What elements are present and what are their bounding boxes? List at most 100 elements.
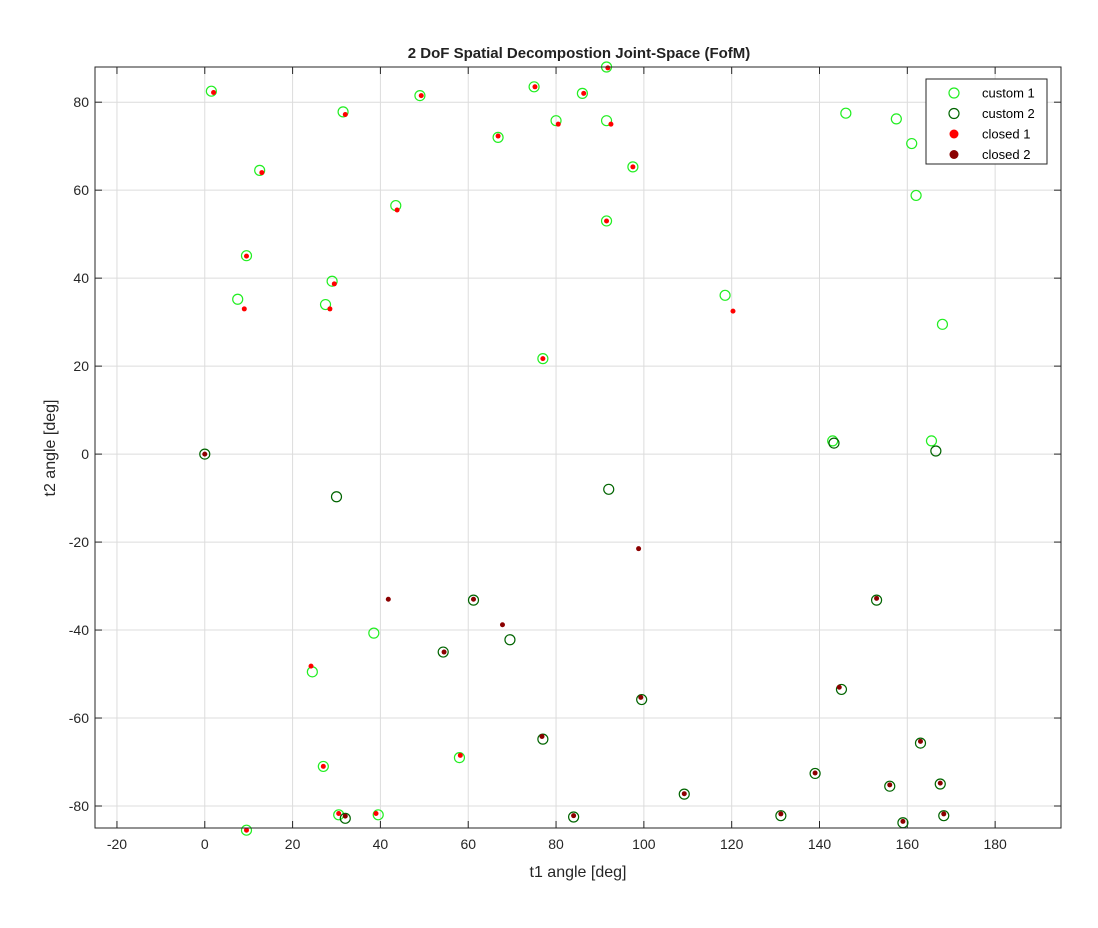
data-point: [938, 810, 950, 822]
data-point: [636, 693, 648, 706]
data-point: [254, 164, 266, 176]
x-tick-label: 180: [983, 836, 1007, 852]
data-point: [678, 788, 690, 800]
data-point: [827, 435, 839, 447]
data-point: [537, 353, 549, 365]
data-point: [835, 683, 848, 696]
data-point: [917, 738, 923, 744]
legend-label: closed 2: [982, 147, 1030, 162]
axes-background: [95, 67, 1061, 828]
data-point: [337, 106, 349, 118]
data-point: [925, 435, 938, 447]
legend-entry: closed 2: [949, 147, 1030, 162]
data-point: [537, 733, 549, 745]
data-point: [240, 250, 253, 262]
y-axis-ticks: -80 -60 -40 -20 0 20 40 60 80: [69, 94, 1061, 814]
series-4: [202, 451, 947, 824]
data-point: [812, 770, 818, 776]
data-point: [532, 84, 538, 90]
data-points: [199, 61, 950, 836]
data-point: [330, 491, 343, 503]
data-point: [576, 87, 588, 99]
data-point: [342, 813, 348, 819]
legend: custom 1 custom 2 closed 1 closed 2: [925, 78, 1048, 165]
data-point: [394, 207, 400, 213]
data-point: [339, 812, 351, 824]
data-point: [730, 308, 736, 314]
data-point: [840, 107, 852, 119]
data-point: [605, 65, 611, 71]
data-point: [555, 121, 561, 127]
y-tick-label: 80: [73, 94, 89, 110]
data-point: [202, 451, 208, 457]
data-point: [638, 694, 644, 700]
x-tick-label: -20: [107, 836, 127, 852]
data-point: [539, 734, 545, 740]
series-1: [205, 61, 949, 836]
data-point: [467, 594, 480, 606]
data-point: [936, 318, 949, 330]
data-point: [550, 115, 562, 127]
y-tick-label: -20: [69, 534, 89, 550]
x-tick-label: 140: [808, 836, 832, 852]
data-point: [373, 810, 379, 816]
data-point: [372, 809, 384, 821]
data-point: [887, 782, 893, 788]
y-tick-label: 60: [73, 182, 89, 198]
data-point: [308, 663, 314, 669]
x-tick-label: 120: [720, 836, 744, 852]
series-2: [199, 437, 950, 829]
data-point: [600, 115, 613, 127]
legend-entry: custom 1: [948, 86, 1035, 101]
x-axis-ticks: -20 0 20 40 60 80 100 120 140 160 180: [107, 67, 1007, 852]
data-point: [681, 791, 687, 797]
data-point: [809, 767, 821, 780]
data-point: [368, 627, 380, 639]
data-point: [874, 595, 880, 601]
data-point: [581, 90, 587, 96]
axes-frame: [94, 66, 1062, 829]
y-tick-label: 0: [81, 446, 89, 462]
data-point: [910, 189, 922, 202]
y-tick-label: -60: [69, 710, 89, 726]
y-tick-label: -40: [69, 622, 89, 638]
legend-label: custom 2: [982, 106, 1035, 121]
data-point: [636, 546, 642, 552]
data-point: [528, 81, 540, 93]
legend-entries: custom 1 custom 2 closed 1 closed 2: [948, 86, 1035, 162]
legend-marker: [949, 150, 959, 159]
x-tick-label: 0: [201, 836, 209, 852]
x-tick-label: 40: [373, 836, 389, 852]
data-point: [326, 275, 338, 287]
data-point: [600, 215, 613, 227]
x-tick-label: 100: [632, 836, 656, 852]
y-axis-label: t2 angle [deg]: [42, 400, 59, 497]
data-point: [232, 293, 244, 305]
data-point: [199, 448, 211, 460]
data-point: [457, 752, 463, 758]
data-point: [890, 113, 902, 125]
data-point: [627, 161, 639, 173]
data-point: [836, 684, 842, 690]
data-point: [437, 646, 449, 658]
data-point: [243, 253, 249, 259]
data-point: [240, 824, 253, 836]
legend-label: custom 1: [982, 86, 1035, 101]
data-point: [320, 763, 326, 769]
data-point: [327, 306, 333, 312]
data-point: [828, 437, 840, 449]
data-point: [211, 90, 217, 96]
data-point: [342, 112, 348, 118]
y-tick-label: 20: [73, 358, 89, 374]
x-tick-label: 20: [285, 836, 301, 852]
data-point: [319, 298, 332, 311]
x-tick-label: 160: [896, 836, 920, 852]
data-point: [259, 170, 265, 176]
data-point: [453, 752, 466, 764]
data-point: [571, 813, 577, 819]
data-point: [719, 289, 731, 301]
legend-marker: [949, 129, 959, 139]
data-point: [243, 827, 249, 833]
data-point: [540, 356, 546, 362]
legend-marker: [948, 107, 960, 120]
